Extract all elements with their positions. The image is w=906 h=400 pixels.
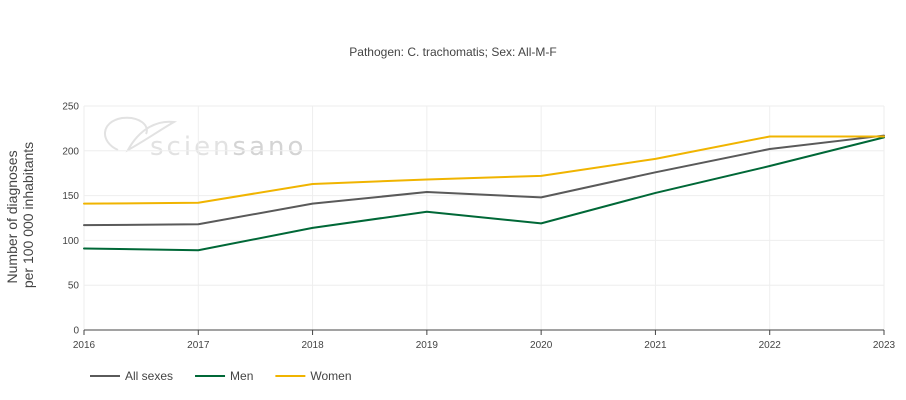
x-tick-label: 2018	[301, 340, 324, 351]
legend-item-all-sexes[interactable]: All sexes	[90, 369, 173, 383]
x-tick-label: 2016	[73, 340, 96, 351]
y-axis-label-line-2: per 100 000 inhabitants	[20, 142, 36, 288]
legend: All sexes Men Women	[90, 369, 352, 383]
watermark-text-bold: sano	[233, 132, 307, 162]
y-tick-label: 200	[62, 146, 79, 157]
legend-label: Men	[230, 369, 253, 383]
series-line-men	[83, 136, 885, 252]
legend-label: Women	[310, 369, 351, 383]
y-tick-label: 100	[62, 236, 79, 247]
series-lines	[83, 134, 885, 252]
legend-item-women[interactable]: Women	[275, 369, 352, 383]
y-tick-label: 250	[62, 102, 79, 113]
y-axis-ticks: 0 50 100 150 200 250	[62, 102, 79, 337]
y-tick-label: 0	[73, 326, 79, 337]
watermark: sciensano	[104, 116, 306, 162]
x-axis-ticks: 2016 2017 2018 2019 2020 2021 2022 2023	[73, 330, 896, 351]
y-axis-label: Number of diagnoses per 100 000 inhabita…	[4, 142, 36, 288]
watermark-text-light: scien	[150, 132, 233, 162]
y-axis-label-line-1: Number of diagnoses	[4, 150, 20, 283]
x-tick-label: 2021	[644, 340, 667, 351]
legend-item-men[interactable]: Men	[195, 369, 253, 383]
y-tick-label: 150	[62, 191, 79, 202]
x-tick-label: 2022	[759, 340, 782, 351]
sciensano-logo-icon	[104, 116, 178, 153]
x-tick-label: 2020	[530, 340, 553, 351]
x-tick-label: 2023	[873, 340, 896, 351]
y-tick-label: 50	[68, 281, 80, 292]
x-tick-label: 2017	[187, 340, 210, 351]
series-line-women	[83, 135, 885, 205]
x-tick-label: 2019	[416, 340, 439, 351]
legend-label: All sexes	[125, 369, 173, 383]
chart-title: Pathogen: C. trachomatis; Sex: All-M-F	[349, 45, 556, 59]
watermark-text: sciensano	[150, 132, 306, 162]
series-line-all-sexes	[83, 134, 885, 227]
